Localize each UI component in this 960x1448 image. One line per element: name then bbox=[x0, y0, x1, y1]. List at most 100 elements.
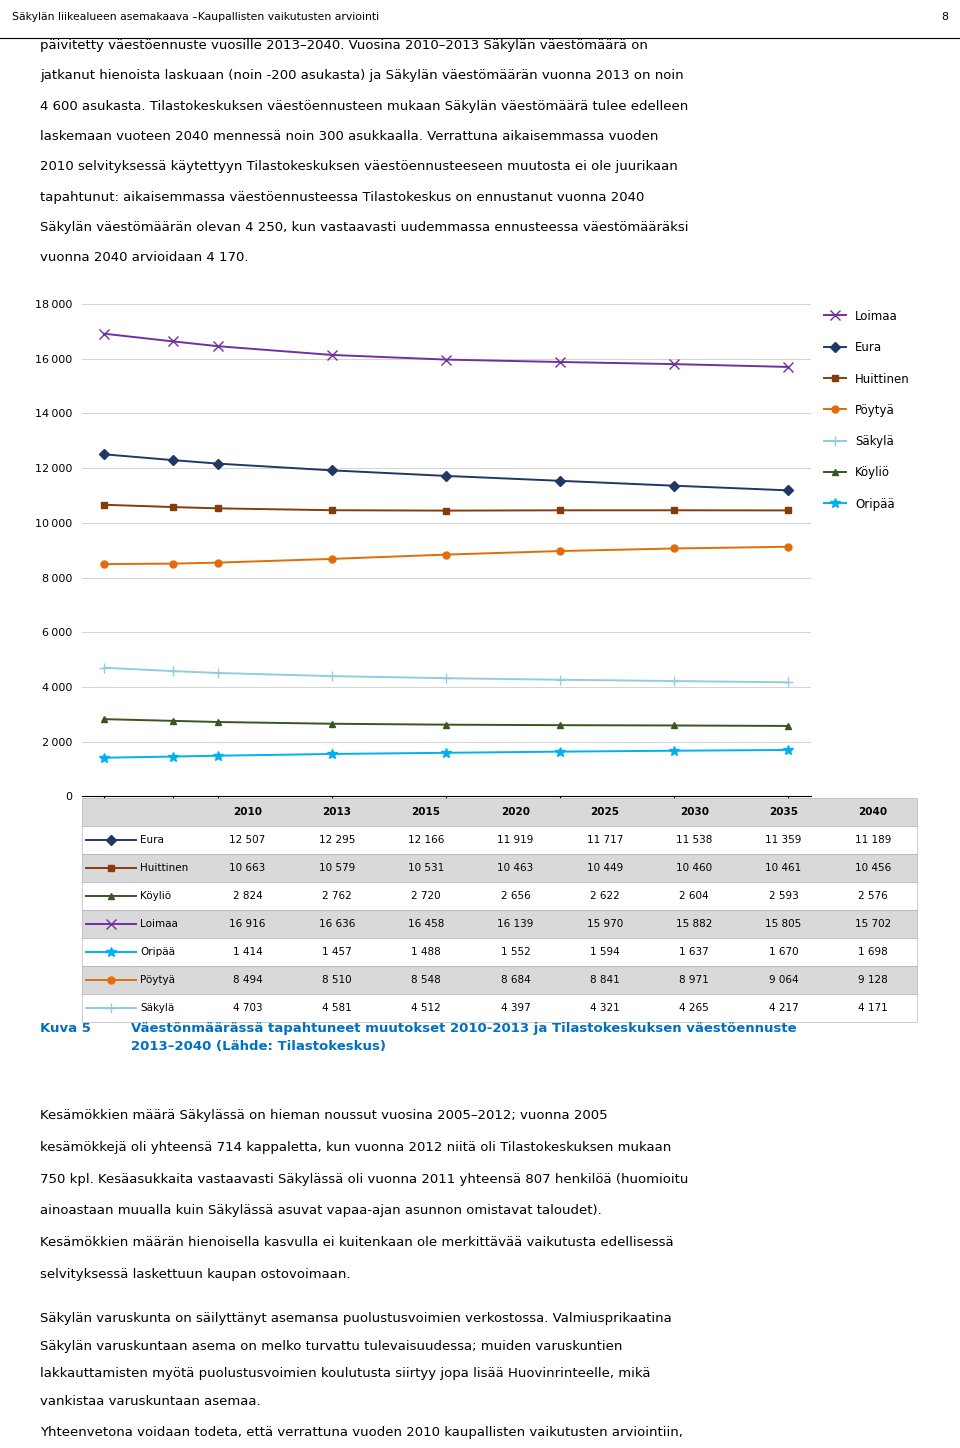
Text: 2010: 2010 bbox=[233, 807, 262, 817]
Text: 2010 selvityksessä käytettyyn Tilastokeskuksen väestöennusteeseen muutosta ei ol: 2010 selvityksessä käytettyyn Tilastokes… bbox=[40, 161, 678, 174]
Pöytyä bbox=[99, 556, 110, 573]
Text: päivitetty väestöennuste vuosille 2013–2040. Vuosina 2010–2013 Säkylän väestömää: päivitetty väestöennuste vuosille 2013–2… bbox=[40, 39, 648, 52]
Huittinen bbox=[326, 501, 338, 518]
Text: 12 166: 12 166 bbox=[408, 835, 444, 846]
Eura bbox=[782, 482, 794, 500]
Pöytyä bbox=[441, 546, 452, 563]
Huittinen bbox=[782, 501, 794, 518]
Text: selvityksessä laskettuun kaupan ostovoimaan.: selvityksessä laskettuun kaupan ostovoim… bbox=[40, 1268, 350, 1281]
Text: Loimaa: Loimaa bbox=[140, 919, 178, 930]
Text: 10 449: 10 449 bbox=[587, 863, 623, 873]
Text: 4 171: 4 171 bbox=[858, 1003, 888, 1014]
Text: Eura: Eura bbox=[140, 835, 164, 846]
Pöytyä bbox=[167, 555, 179, 572]
Köyliö bbox=[326, 715, 338, 733]
Oripää bbox=[555, 743, 566, 760]
Text: 1 488: 1 488 bbox=[411, 947, 441, 957]
Text: 2020: 2020 bbox=[501, 807, 530, 817]
Loimaa bbox=[167, 333, 179, 350]
Pöytyä bbox=[668, 540, 680, 557]
Line: Pöytyä: Pöytyä bbox=[101, 543, 792, 568]
Text: 16 139: 16 139 bbox=[497, 919, 534, 930]
Text: 2 604: 2 604 bbox=[680, 891, 709, 901]
Oripää bbox=[212, 747, 224, 765]
Text: 10 579: 10 579 bbox=[319, 863, 355, 873]
Köyliö bbox=[167, 712, 179, 730]
Text: 2035: 2035 bbox=[769, 807, 798, 817]
Köyliö bbox=[212, 714, 224, 731]
Oripää bbox=[668, 741, 680, 759]
Text: Kuva 5: Kuva 5 bbox=[40, 1022, 91, 1035]
Loimaa bbox=[212, 337, 224, 355]
Huittinen bbox=[212, 500, 224, 517]
Text: 11 717: 11 717 bbox=[587, 835, 623, 846]
Pöytyä bbox=[326, 550, 338, 568]
Text: Säkylän varuskunta on säilyttänyt asemansa puolustusvoimien verkostossa. Valmius: Säkylän varuskunta on säilyttänyt aseman… bbox=[40, 1312, 672, 1325]
Text: 1 552: 1 552 bbox=[500, 947, 530, 957]
Pöytyä bbox=[555, 543, 566, 560]
Text: 8: 8 bbox=[942, 12, 948, 22]
Säkylä bbox=[212, 665, 224, 682]
FancyBboxPatch shape bbox=[82, 911, 917, 938]
Oripää bbox=[441, 744, 452, 762]
Loimaa bbox=[441, 350, 452, 368]
Huittinen bbox=[555, 501, 566, 518]
Huittinen bbox=[167, 498, 179, 515]
Text: kesämökkejä oli yhteensä 714 kappaletta, kun vuonna 2012 niitä oli Tilastokeskuk: kesämökkejä oli yhteensä 714 kappaletta,… bbox=[40, 1141, 672, 1154]
Oripää bbox=[326, 746, 338, 763]
Text: Säkylän väestömäärän olevan 4 250, kun vastaavasti uudemmassa ennusteessa väestö: Säkylän väestömäärän olevan 4 250, kun v… bbox=[40, 222, 689, 235]
Text: Pöytyä: Pöytyä bbox=[140, 975, 175, 985]
Säkylä bbox=[668, 672, 680, 689]
Text: 12 507: 12 507 bbox=[229, 835, 266, 846]
Text: 11 359: 11 359 bbox=[765, 835, 802, 846]
Text: tapahtunut: aikaisemmassa väestöennusteessa Tilastokeskus on ennustanut vuonna 2: tapahtunut: aikaisemmassa väestöennustee… bbox=[40, 191, 645, 204]
Oripää bbox=[782, 741, 794, 759]
Text: 1 698: 1 698 bbox=[858, 947, 888, 957]
Text: 4 397: 4 397 bbox=[500, 1003, 530, 1014]
Text: 2040: 2040 bbox=[858, 807, 887, 817]
Text: 10 460: 10 460 bbox=[676, 863, 712, 873]
Text: Säkylän varuskuntaan asema on melko turvattu tulevaisuudessa; muiden varuskuntie: Säkylän varuskuntaan asema on melko turv… bbox=[40, 1339, 623, 1352]
Text: 8 841: 8 841 bbox=[590, 975, 620, 985]
Text: laskemaan vuoteen 2040 mennessä noin 300 asukkaalla. Verrattuna aikaisemmassa vu: laskemaan vuoteen 2040 mennessä noin 300… bbox=[40, 130, 659, 143]
FancyBboxPatch shape bbox=[82, 854, 917, 882]
Text: 2 656: 2 656 bbox=[500, 891, 530, 901]
Text: 10 461: 10 461 bbox=[765, 863, 802, 873]
Pöytyä bbox=[212, 555, 224, 572]
Line: Huittinen: Huittinen bbox=[101, 501, 792, 514]
Säkylä bbox=[555, 670, 566, 688]
Text: vuonna 2040 arvioidaan 4 170.: vuonna 2040 arvioidaan 4 170. bbox=[40, 252, 249, 265]
Text: Oripää: Oripää bbox=[140, 947, 175, 957]
Oripää bbox=[99, 749, 110, 766]
Text: ainoastaan muualla kuin Säkylässä asuvat vapaa-ajan asunnon omistavat taloudet).: ainoastaan muualla kuin Säkylässä asuvat… bbox=[40, 1205, 602, 1218]
Eura bbox=[212, 455, 224, 472]
Line: Loimaa: Loimaa bbox=[100, 329, 793, 372]
Text: Köyliö: Köyliö bbox=[140, 891, 171, 901]
Text: Huittinen: Huittinen bbox=[140, 863, 188, 873]
Text: 1 414: 1 414 bbox=[232, 947, 262, 957]
Text: 2025: 2025 bbox=[590, 807, 619, 817]
Text: 8 494: 8 494 bbox=[232, 975, 262, 985]
Text: 16 458: 16 458 bbox=[408, 919, 444, 930]
Loimaa bbox=[668, 355, 680, 372]
Pöytyä bbox=[782, 539, 794, 556]
Text: 10 463: 10 463 bbox=[497, 863, 534, 873]
Line: Oripää: Oripää bbox=[100, 746, 793, 763]
Text: 750 kpl. Kesäasukkaita vastaavasti Säkylässä oli vuonna 2011 yhteensä 807 henkil: 750 kpl. Kesäasukkaita vastaavasti Säkyl… bbox=[40, 1173, 688, 1186]
Text: Yhteenvetona voidaan todeta, että verrattuna vuoden 2010 kaupallisten vaikutuste: Yhteenvetona voidaan todeta, että verrat… bbox=[40, 1426, 684, 1439]
Text: jatkanut hienoista laskuaan (noin -200 asukasta) ja Säkylän väestömäärän vuonna : jatkanut hienoista laskuaan (noin -200 a… bbox=[40, 70, 684, 83]
Text: 9 128: 9 128 bbox=[858, 975, 888, 985]
Text: 10 531: 10 531 bbox=[408, 863, 444, 873]
Säkylä bbox=[99, 659, 110, 676]
Huittinen bbox=[99, 497, 110, 514]
Text: 8 510: 8 510 bbox=[322, 975, 351, 985]
Text: 15 882: 15 882 bbox=[676, 919, 712, 930]
Text: 2 593: 2 593 bbox=[769, 891, 799, 901]
Text: 9 064: 9 064 bbox=[769, 975, 799, 985]
Säkylä bbox=[167, 662, 179, 679]
Eura bbox=[668, 476, 680, 494]
Line: Köyliö: Köyliö bbox=[101, 715, 792, 730]
FancyBboxPatch shape bbox=[82, 966, 917, 995]
Text: 2013: 2013 bbox=[323, 807, 351, 817]
Text: 4 512: 4 512 bbox=[411, 1003, 441, 1014]
